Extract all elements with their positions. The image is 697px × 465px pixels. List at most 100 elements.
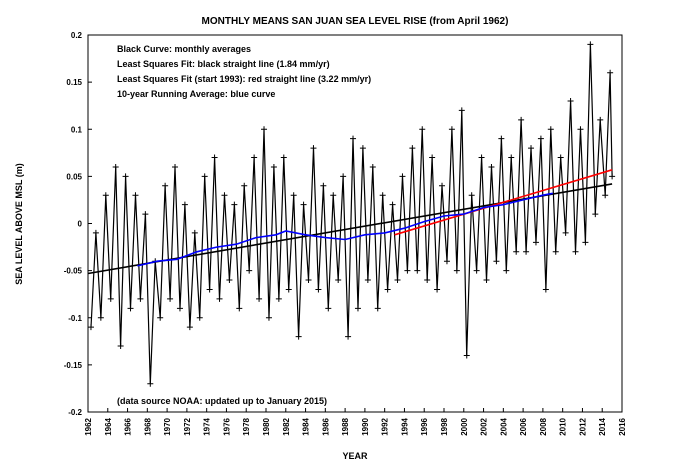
data-point xyxy=(609,173,616,180)
data-point xyxy=(330,192,337,199)
data-point xyxy=(374,305,381,312)
data-point xyxy=(216,295,223,302)
y-tick-label: 0.2 xyxy=(71,31,83,40)
data-point xyxy=(532,239,539,246)
data-point xyxy=(577,126,584,133)
x-tick-label: 2008 xyxy=(539,417,548,435)
data-point xyxy=(394,277,401,284)
data-point xyxy=(602,192,609,199)
data-point xyxy=(87,324,94,331)
data-point xyxy=(547,126,554,133)
series-line xyxy=(137,192,553,267)
data-point xyxy=(434,286,441,293)
x-tick-label: 2000 xyxy=(460,417,469,435)
data-point xyxy=(226,277,233,284)
data-point xyxy=(424,277,431,284)
x-tick-label: 1990 xyxy=(361,417,370,435)
data-point xyxy=(359,145,366,152)
x-tick-label: 2002 xyxy=(480,417,489,435)
data-point xyxy=(350,135,357,142)
data-point xyxy=(117,343,124,350)
annotation: 10-year Running Average: blue curve xyxy=(117,89,275,99)
series-line xyxy=(394,169,613,236)
data-point xyxy=(592,211,599,218)
data-point xyxy=(320,182,327,189)
data-point xyxy=(429,154,436,161)
data-point xyxy=(404,267,411,274)
data-point xyxy=(369,163,376,170)
y-tick-label: 0.15 xyxy=(66,78,82,87)
data-point xyxy=(498,135,505,142)
data-point xyxy=(196,314,203,321)
x-tick-label: 1974 xyxy=(203,417,212,435)
data-point xyxy=(162,182,169,189)
data-point xyxy=(206,286,213,293)
data-point xyxy=(354,305,361,312)
data-point xyxy=(142,211,149,218)
x-tick-label: 2016 xyxy=(618,417,627,435)
data-point xyxy=(493,258,500,265)
y-tick-label: 0.05 xyxy=(66,172,82,181)
x-tick-label: 1988 xyxy=(341,417,350,435)
data-point xyxy=(137,295,144,302)
data-point xyxy=(473,267,480,274)
data-point xyxy=(285,286,292,293)
data-point xyxy=(176,305,183,312)
data-point xyxy=(236,305,243,312)
data-point xyxy=(478,154,485,161)
data-point xyxy=(295,333,302,340)
data-point xyxy=(147,380,154,387)
x-tick-label: 2012 xyxy=(578,417,587,435)
x-tick-label: 1986 xyxy=(321,417,330,435)
annotation: Black Curve: monthly averages xyxy=(117,44,251,54)
data-point xyxy=(409,145,416,152)
data-point xyxy=(310,145,317,152)
data-point xyxy=(488,163,495,170)
y-tick-label: 0 xyxy=(78,220,83,229)
data-point xyxy=(122,173,129,180)
data-point xyxy=(458,107,465,114)
data-point xyxy=(102,192,109,199)
x-tick-label: 1962 xyxy=(84,417,93,435)
data-point xyxy=(443,258,450,265)
annotation: Least Squares Fit (start 1993): red stra… xyxy=(117,74,371,84)
data-point xyxy=(379,192,386,199)
x-tick-label: 1998 xyxy=(440,417,449,435)
data-point xyxy=(582,239,589,246)
data-point xyxy=(419,126,426,133)
data-point xyxy=(364,277,371,284)
data-point xyxy=(463,352,470,359)
x-tick-label: 1984 xyxy=(302,417,311,435)
data-point xyxy=(211,154,218,161)
x-tick-label: 1992 xyxy=(381,417,390,435)
x-tick-label: 1968 xyxy=(143,417,152,435)
x-tick-label: 1978 xyxy=(242,417,251,435)
data-point xyxy=(241,182,248,189)
x-tick-label: 1994 xyxy=(400,417,409,435)
data-point xyxy=(231,201,238,208)
data-point xyxy=(448,126,455,133)
data-point xyxy=(201,173,208,180)
chart-title: MONTHLY MEANS SAN JUAN SEA LEVEL RISE (f… xyxy=(202,16,509,27)
data-point xyxy=(275,295,282,302)
data-point xyxy=(537,135,544,142)
data-point xyxy=(552,248,559,255)
data-point xyxy=(315,286,322,293)
x-tick-label: 2006 xyxy=(519,417,528,435)
data-point xyxy=(607,69,614,76)
data-point xyxy=(414,267,421,274)
data-point xyxy=(305,277,312,284)
data-point xyxy=(127,305,134,312)
data-point xyxy=(508,154,515,161)
x-tick-label: 1996 xyxy=(420,417,429,435)
data-point xyxy=(542,286,549,293)
data-point xyxy=(181,201,188,208)
data-point xyxy=(261,126,268,133)
data-point xyxy=(157,314,164,321)
data-point xyxy=(172,163,179,170)
data-point xyxy=(270,163,277,170)
y-tick-label: 0.1 xyxy=(71,125,83,134)
x-tick-label: 2010 xyxy=(559,417,568,435)
data-point xyxy=(345,333,352,340)
data-point xyxy=(340,173,347,180)
